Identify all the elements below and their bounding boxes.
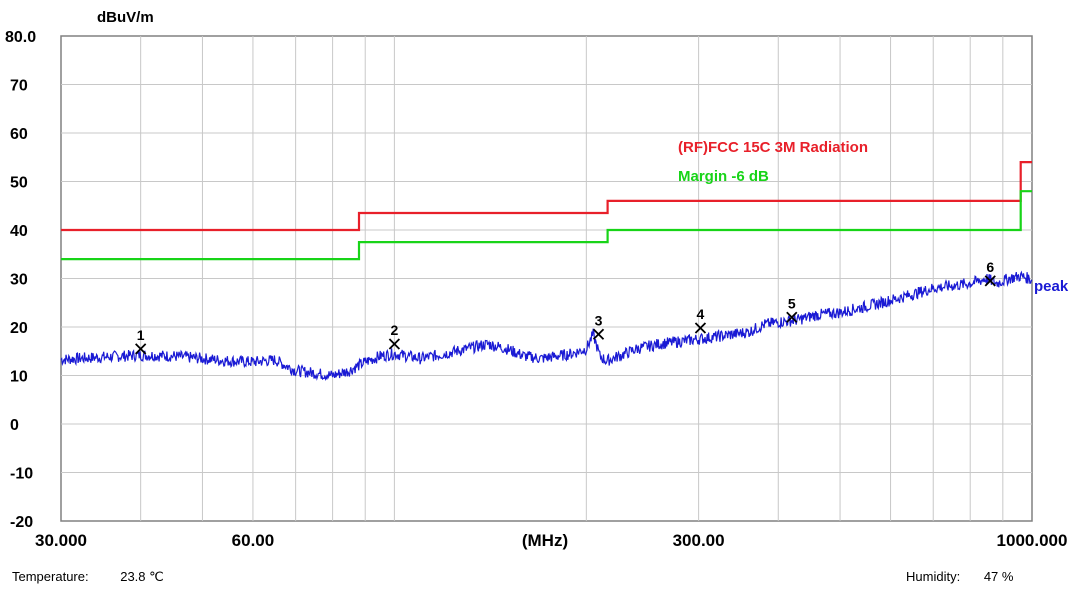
x-tick-label: 300.00 — [673, 531, 725, 550]
y-tick-label: 70 — [10, 78, 28, 95]
y-tick-label: 50 — [10, 175, 28, 192]
marker-cross — [592, 328, 605, 340]
marker-cross — [388, 338, 401, 350]
legend-limit: (RF)FCC 15C 3M Radiation — [678, 139, 868, 156]
temperature-value: 23.8 ℃ — [120, 569, 164, 584]
marker: 1 — [135, 327, 147, 355]
marker-label: 6 — [986, 259, 994, 275]
marker: 4 — [694, 306, 707, 334]
marker-cross — [984, 275, 996, 287]
marker: 5 — [786, 295, 798, 323]
temperature-label: Temperature: — [12, 569, 89, 584]
y-tick-label: 80.0 — [5, 29, 36, 46]
humidity-readout: Humidity: 47 % — [906, 569, 1013, 584]
x-tick-label: 60.00 — [232, 531, 275, 550]
legend-margin: Margin -6 dB — [678, 168, 769, 185]
series-line — [61, 190, 1032, 261]
marker-label: 3 — [595, 312, 603, 328]
y-tick-label: 0 — [10, 417, 19, 434]
series-group — [60, 161, 1033, 382]
marker-cross — [135, 343, 147, 355]
y-tick-label: 20 — [10, 320, 28, 337]
marker: 6 — [984, 259, 996, 287]
peak-label: peak — [1034, 278, 1069, 295]
marker-cross — [786, 311, 798, 323]
y-tick-label: 60 — [10, 126, 28, 143]
y-tick-label: 10 — [10, 369, 28, 386]
marker-label: 1 — [137, 327, 145, 343]
y-tick-label: -20 — [10, 514, 33, 531]
y-unit-label: dBuV/m — [97, 9, 154, 26]
marker-label: 2 — [390, 322, 398, 338]
series-line — [61, 161, 1032, 232]
y-tick-label: 30 — [10, 272, 28, 289]
humidity-label: Humidity: — [906, 569, 961, 584]
marker-label: 4 — [697, 306, 705, 322]
x-unit-label: (MHz) — [522, 531, 568, 550]
marker-label: 5 — [788, 295, 796, 311]
humidity-value: 47 % — [983, 569, 1014, 584]
series-line — [60, 270, 1033, 382]
marker-cross — [694, 322, 707, 334]
x-tick-label: 1000.000 — [997, 531, 1068, 550]
y-tick-label: 40 — [10, 223, 28, 240]
temperature-readout: Temperature: 23.8 ℃ — [12, 569, 164, 585]
marker: 3 — [592, 312, 605, 340]
marker-group: 1 2 3 4 5 6 — [135, 259, 996, 355]
marker: 2 — [388, 322, 401, 350]
x-tick-label: 30.000 — [35, 531, 87, 550]
y-tick-label: -10 — [10, 466, 33, 483]
